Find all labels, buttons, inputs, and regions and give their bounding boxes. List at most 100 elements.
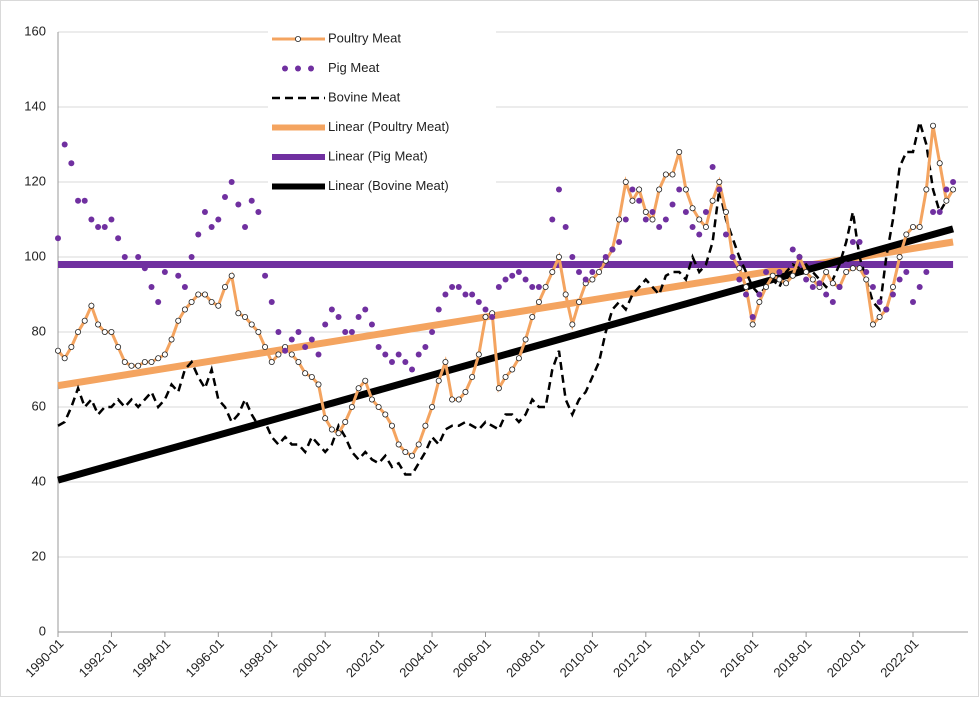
marker	[68, 343, 75, 350]
marker	[722, 231, 729, 238]
marker	[248, 321, 255, 328]
marker	[75, 328, 82, 335]
marker	[255, 209, 262, 215]
marker	[936, 209, 943, 215]
marker	[295, 329, 302, 335]
marker	[242, 313, 249, 320]
legend-label: Linear (Bovine Meat)	[328, 178, 449, 193]
marker	[315, 351, 322, 358]
marker	[716, 186, 723, 193]
marker	[81, 197, 88, 204]
marker	[502, 276, 509, 283]
marker	[482, 313, 489, 320]
marker	[569, 321, 576, 328]
marker	[783, 261, 790, 268]
marker	[562, 291, 569, 298]
marker	[328, 306, 335, 313]
marker	[676, 186, 683, 193]
marker	[569, 254, 576, 260]
marker	[375, 403, 382, 410]
marker	[175, 272, 182, 279]
marker	[662, 171, 669, 178]
marker	[535, 284, 542, 290]
marker	[442, 358, 449, 365]
marker	[382, 351, 389, 358]
marker	[636, 197, 643, 204]
legend-swatch	[308, 65, 314, 72]
marker	[355, 314, 362, 320]
marker	[642, 216, 649, 223]
marker	[288, 351, 295, 358]
legend-label: Linear (Pig Meat)	[328, 148, 428, 163]
marker	[889, 291, 896, 298]
marker	[863, 269, 870, 275]
marker	[616, 216, 623, 223]
marker	[803, 268, 810, 275]
marker	[302, 370, 309, 377]
marker	[368, 321, 375, 328]
marker	[141, 358, 148, 365]
marker	[943, 186, 950, 193]
marker	[195, 291, 202, 298]
marker	[562, 224, 569, 230]
marker	[549, 216, 556, 223]
marker	[395, 441, 402, 448]
marker	[509, 272, 516, 279]
marker	[669, 171, 676, 178]
marker	[729, 254, 736, 260]
marker	[930, 122, 937, 129]
marker	[128, 261, 135, 268]
marker	[542, 283, 549, 290]
marker	[696, 231, 703, 238]
marker	[869, 321, 876, 328]
marker	[342, 418, 349, 425]
marker	[596, 268, 603, 275]
marker	[950, 186, 957, 193]
marker	[702, 209, 709, 215]
marker	[262, 343, 269, 350]
marker	[275, 351, 282, 358]
legend-swatch	[282, 65, 288, 72]
marker	[923, 186, 930, 193]
marker	[749, 314, 756, 320]
marker	[803, 276, 810, 283]
marker	[789, 246, 796, 253]
marker	[849, 239, 856, 245]
marker	[529, 284, 536, 290]
marker	[395, 351, 402, 358]
marker	[769, 261, 776, 268]
y-tick-label: 60	[32, 398, 46, 413]
marker	[549, 268, 556, 275]
marker	[789, 272, 796, 279]
marker	[856, 239, 863, 245]
marker	[769, 272, 776, 279]
marker	[943, 197, 950, 204]
marker	[161, 351, 168, 358]
marker	[328, 426, 335, 433]
y-tick-label: 160	[24, 23, 46, 38]
marker	[950, 179, 957, 185]
marker	[455, 396, 462, 403]
marker	[843, 268, 850, 275]
marker	[509, 366, 516, 373]
marker	[422, 422, 429, 429]
marker	[135, 254, 142, 260]
marker	[849, 265, 856, 272]
marker	[115, 343, 122, 350]
marker	[843, 261, 850, 268]
marker	[749, 321, 756, 328]
marker	[175, 317, 182, 324]
marker	[435, 306, 442, 313]
marker	[308, 373, 315, 380]
marker	[816, 280, 823, 287]
marker	[181, 306, 188, 313]
marker	[743, 283, 750, 290]
marker	[262, 272, 269, 279]
marker	[308, 336, 315, 343]
marker	[415, 441, 422, 448]
marker	[910, 223, 917, 230]
legend-box	[268, 24, 496, 204]
marker	[736, 265, 743, 272]
marker	[869, 284, 876, 290]
marker	[348, 329, 355, 335]
